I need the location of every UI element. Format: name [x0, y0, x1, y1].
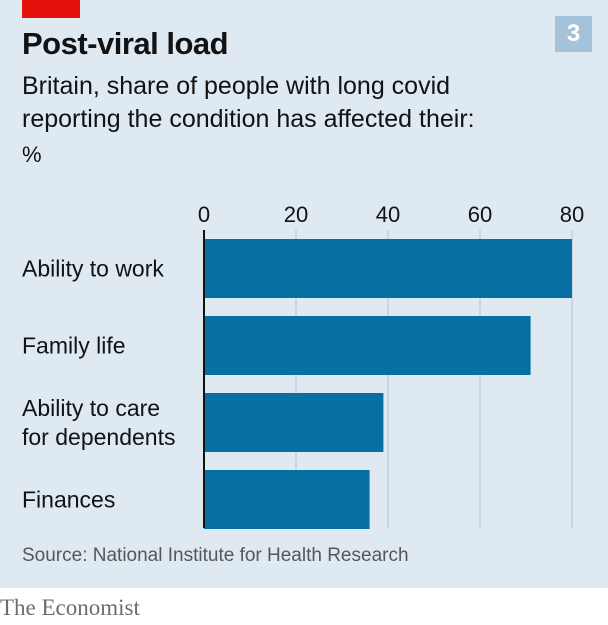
publisher-name: The Economist — [0, 595, 140, 620]
bar-chart: 0 20 40 60 80 Ability to work Family life Abili… — [22, 202, 584, 529]
category-label: Family life — [22, 333, 126, 359]
source-note: Source: National Institute for Health Re… — [22, 545, 409, 566]
bar — [204, 316, 531, 375]
chart-title: Post-viral load — [22, 26, 229, 61]
chart-number-badge: 3 — [555, 16, 592, 52]
bar — [204, 393, 384, 452]
bar — [204, 470, 370, 529]
unit-label: % — [22, 142, 42, 167]
chart-subtitle-line-1: Britain, share of people with long covid — [22, 72, 451, 100]
brand-red-tab — [22, 0, 80, 18]
bar — [204, 239, 572, 298]
x-tick-label: 20 — [284, 202, 308, 227]
x-tick-label: 40 — [376, 202, 400, 227]
x-tick-label: 60 — [468, 202, 492, 227]
category-label: Ability to care — [22, 395, 160, 421]
category-label: Ability to work — [22, 256, 164, 282]
category-label: Finances — [22, 487, 115, 513]
x-tick-label: 80 — [560, 202, 584, 227]
chart-panel: 3 Post-viral load Britain, share of peop… — [0, 0, 608, 588]
chart-subtitle-line-2: reporting the condition has affected the… — [22, 105, 475, 133]
category-label: for dependents — [22, 424, 175, 450]
x-tick-label: 0 — [198, 202, 210, 227]
